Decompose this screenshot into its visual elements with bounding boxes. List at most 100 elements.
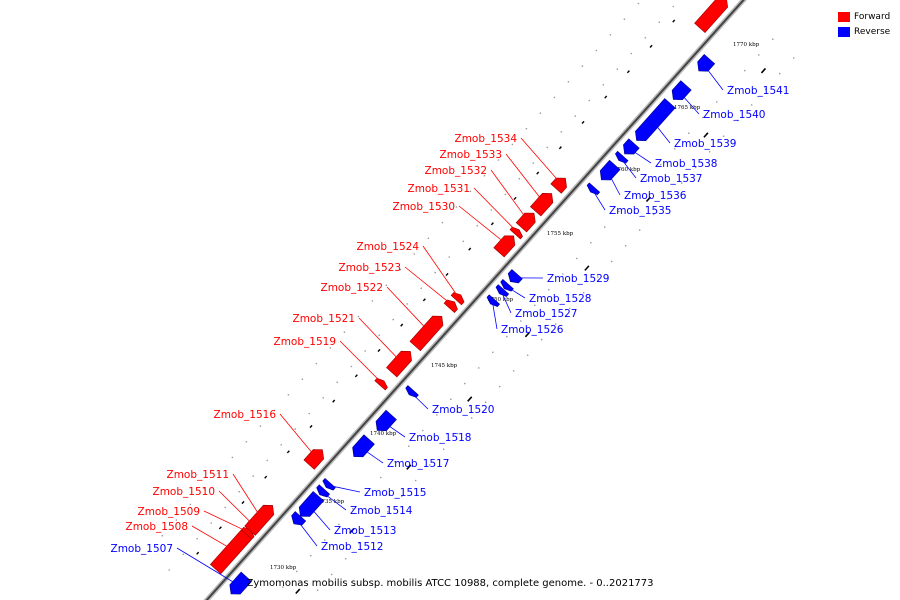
guide-dot [532, 162, 535, 164]
gene-label: Zmob_1517 [387, 458, 449, 470]
guide-dot [623, 18, 626, 21]
guide-dot [161, 534, 164, 537]
guide-dot [294, 428, 297, 430]
guide-dot [560, 131, 563, 133]
guide-dot [316, 589, 319, 591]
guide-dot [609, 34, 612, 36]
guide-dot [490, 209, 493, 211]
guide-dot [364, 350, 367, 352]
guide-dot [483, 174, 486, 177]
gene-label: Zmob_1530 [393, 201, 455, 213]
guide-dot [296, 570, 298, 573]
guide-dot [772, 38, 774, 40]
guide-dot [554, 323, 557, 325]
guide-dot [730, 85, 732, 87]
minor-dash [468, 247, 472, 251]
gene-label: Zmob_1541 [727, 85, 789, 97]
guide-dot [336, 381, 339, 384]
guide-dot [646, 179, 648, 181]
guide-dot [400, 495, 403, 498]
tick-label: 1730 kbp [270, 565, 297, 571]
legend-forward: Forward [838, 9, 890, 24]
legend-forward-label: Forward [854, 11, 891, 22]
gene-arrow-zmob_1530 [493, 235, 516, 258]
leader-line [473, 187, 518, 233]
gene-label: Zmob_1523 [339, 262, 401, 274]
minor-dash [558, 146, 562, 150]
gene-label: Zmob_1526 [501, 324, 564, 336]
guide-dot [456, 432, 459, 435]
gene-label: Zmob_1527 [515, 308, 577, 320]
minor-dash [672, 19, 676, 23]
guide-dot [562, 273, 564, 275]
gene-label: Zmob_1516 [214, 409, 277, 421]
guide-dot [464, 382, 466, 385]
gene-arrow-zmob_1515 [322, 477, 336, 491]
leader-line [176, 547, 239, 586]
guide-dot [259, 425, 262, 427]
guide-dot [168, 569, 170, 571]
guide-dot [245, 441, 248, 443]
gene-arrow-zmob_1529 [507, 269, 523, 284]
gene-label: Zmob_1539 [674, 138, 736, 150]
guide-dot [476, 224, 479, 227]
leader-line [361, 447, 384, 464]
leader-line [607, 172, 621, 196]
gene-arrow-zmob_1526 [486, 294, 501, 307]
guide-dot [758, 54, 760, 56]
guide-dot [357, 315, 360, 318]
gene-arrow-zmob_1537 [615, 150, 629, 164]
gene-arrow-zmob_1516 [303, 449, 325, 470]
guide-dot [406, 303, 409, 305]
minor-dash [264, 475, 268, 479]
gene-arrow-zmob_1528 [500, 278, 514, 292]
gene-label: Zmob_1538 [655, 158, 717, 170]
minor-dash [581, 120, 585, 124]
legend: Forward Reverse [838, 9, 890, 39]
guide-dot [252, 475, 254, 477]
guide-dot [392, 318, 395, 321]
guide-dot [372, 526, 375, 529]
guide-dot [380, 476, 382, 479]
leader-line [232, 473, 262, 519]
minor-dash [490, 222, 494, 226]
leader-line [339, 340, 383, 384]
tick-mark [703, 132, 709, 138]
leader-line [492, 301, 498, 330]
minor-dash [309, 424, 313, 429]
minor-dash [400, 323, 404, 327]
gene-arrow-zmob_1511 [244, 504, 275, 536]
guide-dot [442, 448, 445, 451]
minor-dash [354, 374, 358, 378]
guide-dot [567, 81, 570, 83]
gene-label: Zmob_1510 [153, 486, 215, 498]
guide-dot [224, 506, 226, 509]
guide-dot [618, 210, 620, 213]
legend-reverse: Reverse [838, 24, 890, 39]
guide-dot [413, 253, 416, 255]
minor-dash [445, 272, 449, 277]
gene-arrow-zmob_1524 [450, 292, 465, 306]
guide-dot [147, 550, 150, 553]
guide-dot [596, 276, 599, 278]
gene-arrow-fwd_top [694, 0, 729, 34]
guide-dot [203, 487, 206, 490]
guide-dot [744, 69, 746, 72]
guide-dot [778, 72, 781, 75]
guide-dot [366, 492, 368, 494]
gene-arrow-zmob_1517 [352, 434, 375, 458]
gene-arrow-zmob_1539 [635, 98, 676, 142]
guide-dot [672, 5, 675, 8]
genome-axis [205, 0, 745, 600]
guide-dot [674, 148, 676, 150]
guide-dot [590, 241, 592, 244]
leader-line [410, 392, 429, 410]
gene-label: Zmob_1531 [408, 183, 470, 195]
guide-dot [484, 401, 487, 404]
tick-label: 1740 kbp [370, 431, 397, 437]
guide-dot [301, 378, 304, 381]
leader-line [652, 121, 671, 144]
gene-label: Zmob_1534 [455, 133, 518, 145]
gene-label: Zmob_1524 [357, 241, 420, 253]
leader-line [383, 422, 406, 438]
